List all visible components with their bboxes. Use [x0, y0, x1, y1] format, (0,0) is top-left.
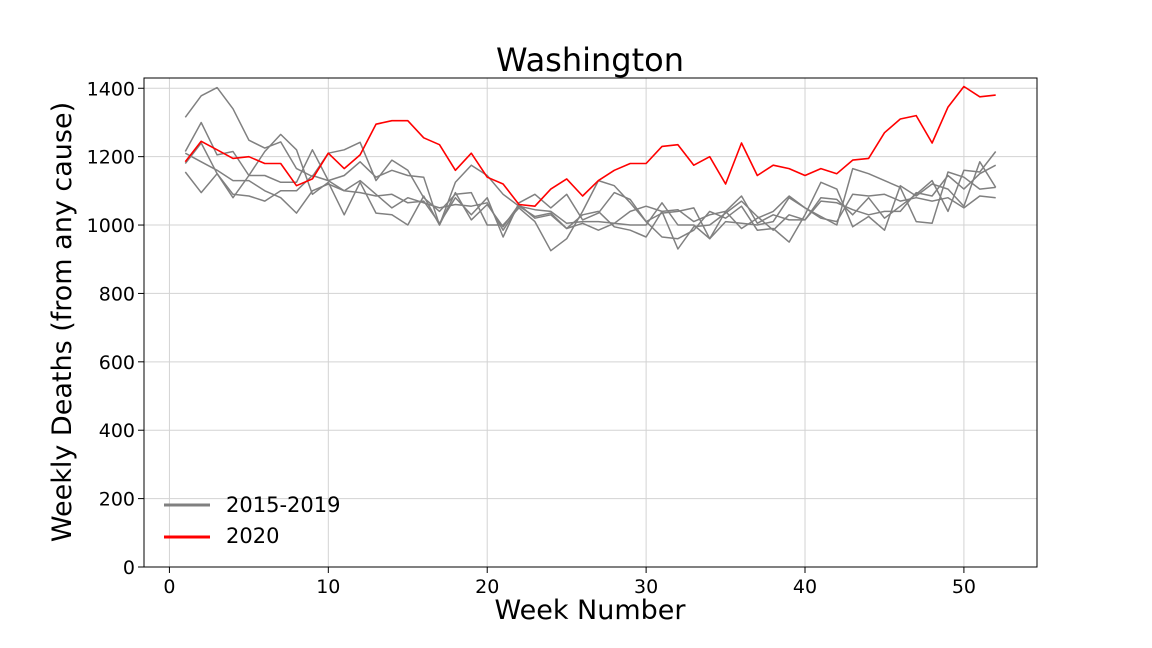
legend-label-2020: 2020	[226, 524, 279, 548]
series-line-baseline-3	[184, 161, 997, 238]
series-line-baseline-4	[184, 133, 996, 240]
y-tick-label: 400	[99, 420, 135, 442]
y-tick-label: 600	[99, 352, 135, 374]
x-tick-label: 10	[316, 576, 340, 598]
legend-label-baseline: 2015-2019	[226, 493, 340, 517]
legend: 2015-2019 2020	[164, 493, 340, 548]
plot-frame	[143, 77, 1038, 568]
x-tick-label: 50	[952, 576, 976, 598]
y-tick-label: 1000	[87, 215, 135, 237]
y-tick-label: 1400	[87, 78, 135, 100]
x-tick-label: 0	[163, 576, 175, 598]
y-tick-label: 1200	[87, 147, 135, 169]
x-tick-label: 30	[634, 576, 658, 598]
x-tick-label: 40	[793, 576, 817, 598]
chart-title: Washington	[496, 41, 684, 79]
y-axis-title: Weekly Deaths (from any cause)	[47, 102, 78, 542]
y-tick-label: 0	[123, 557, 135, 579]
y-tick-label: 200	[99, 489, 135, 511]
y-tick-label: 800	[99, 283, 135, 305]
series-line-2020	[184, 85, 996, 207]
x-axis-title: Week Number	[494, 595, 686, 626]
ticks: 0 10 20 30 40 50 0 200 400 600 800 1000 1200 1400	[87, 78, 976, 598]
grid	[144, 78, 1037, 568]
series-line-baseline-5	[184, 152, 997, 243]
x-tick-label: 20	[475, 576, 499, 598]
series-layer	[184, 85, 997, 252]
